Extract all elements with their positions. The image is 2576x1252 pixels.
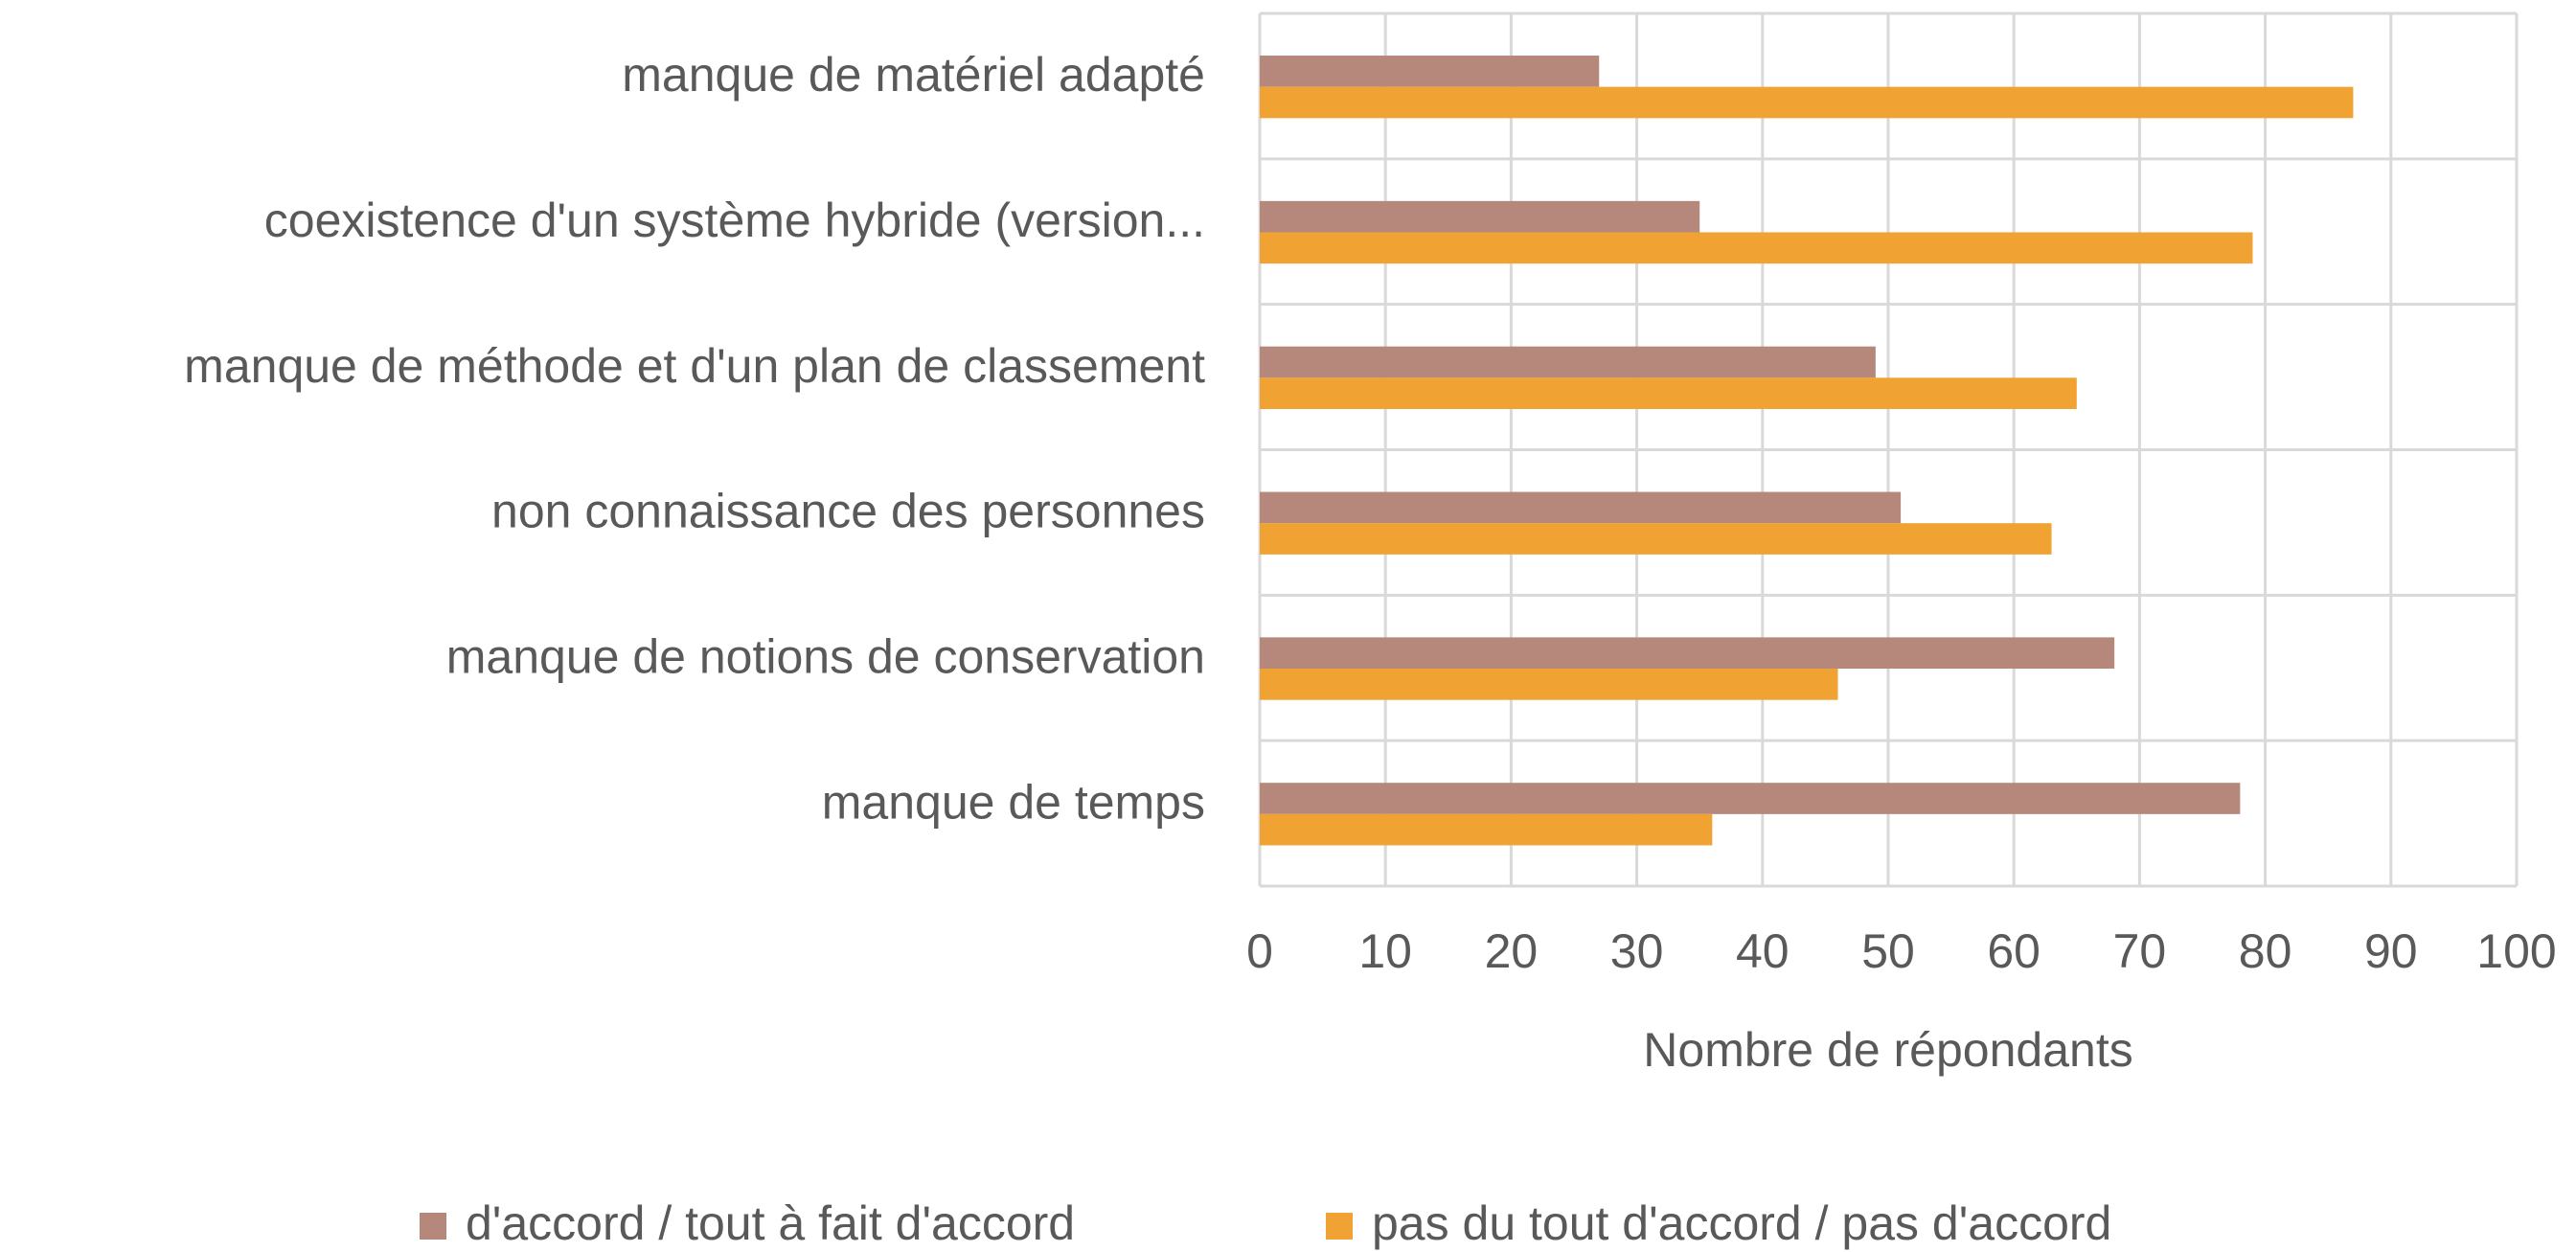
x-tick-label: 0	[1246, 924, 1273, 978]
x-tick-label: 100	[2476, 924, 2556, 978]
x-tick-label: 60	[1987, 924, 2040, 978]
bar	[1260, 637, 2115, 670]
legend-swatch	[1326, 1213, 1353, 1240]
y-tick-label: non connaissance des personnes	[491, 485, 1205, 538]
x-axis-label: Nombre de répondants	[1643, 1023, 2132, 1077]
y-tick-label: manque de méthode et d'un plan de classe…	[184, 339, 1205, 393]
x-tick-label: 80	[2239, 924, 2292, 978]
x-tick-label: 40	[1736, 924, 1790, 978]
x-tick-label: 90	[2364, 924, 2418, 978]
y-tick-label: coexistence d'un système hybride (versio…	[264, 193, 1205, 247]
y-tick-label: manque de matériel adapté	[622, 48, 1205, 102]
bar	[1260, 232, 2253, 264]
bar	[1260, 56, 1600, 87]
legend-label: d'accord / tout à fait d'accord	[466, 1196, 1075, 1250]
bar	[1260, 200, 1700, 233]
x-tick-label: 70	[2113, 924, 2167, 978]
bar	[1260, 377, 2077, 409]
x-tick-label: 10	[1358, 924, 1412, 978]
legend-label: pas du tout d'accord / pas d'accord	[1372, 1196, 2111, 1250]
bar	[1260, 346, 1876, 378]
bar	[1260, 813, 1713, 846]
legend-swatch	[420, 1213, 446, 1240]
x-tick-label: 20	[1485, 924, 1539, 978]
bar	[1260, 783, 2241, 814]
y-tick-label: manque de notions de conservation	[446, 629, 1205, 683]
bar	[1260, 491, 1902, 524]
x-tick-label: 30	[1610, 924, 1664, 978]
bar	[1260, 669, 1838, 700]
bar	[1260, 523, 2052, 555]
y-tick-label: manque de temps	[822, 775, 1205, 829]
bar	[1260, 86, 2354, 119]
x-tick-label: 50	[1861, 924, 1915, 978]
